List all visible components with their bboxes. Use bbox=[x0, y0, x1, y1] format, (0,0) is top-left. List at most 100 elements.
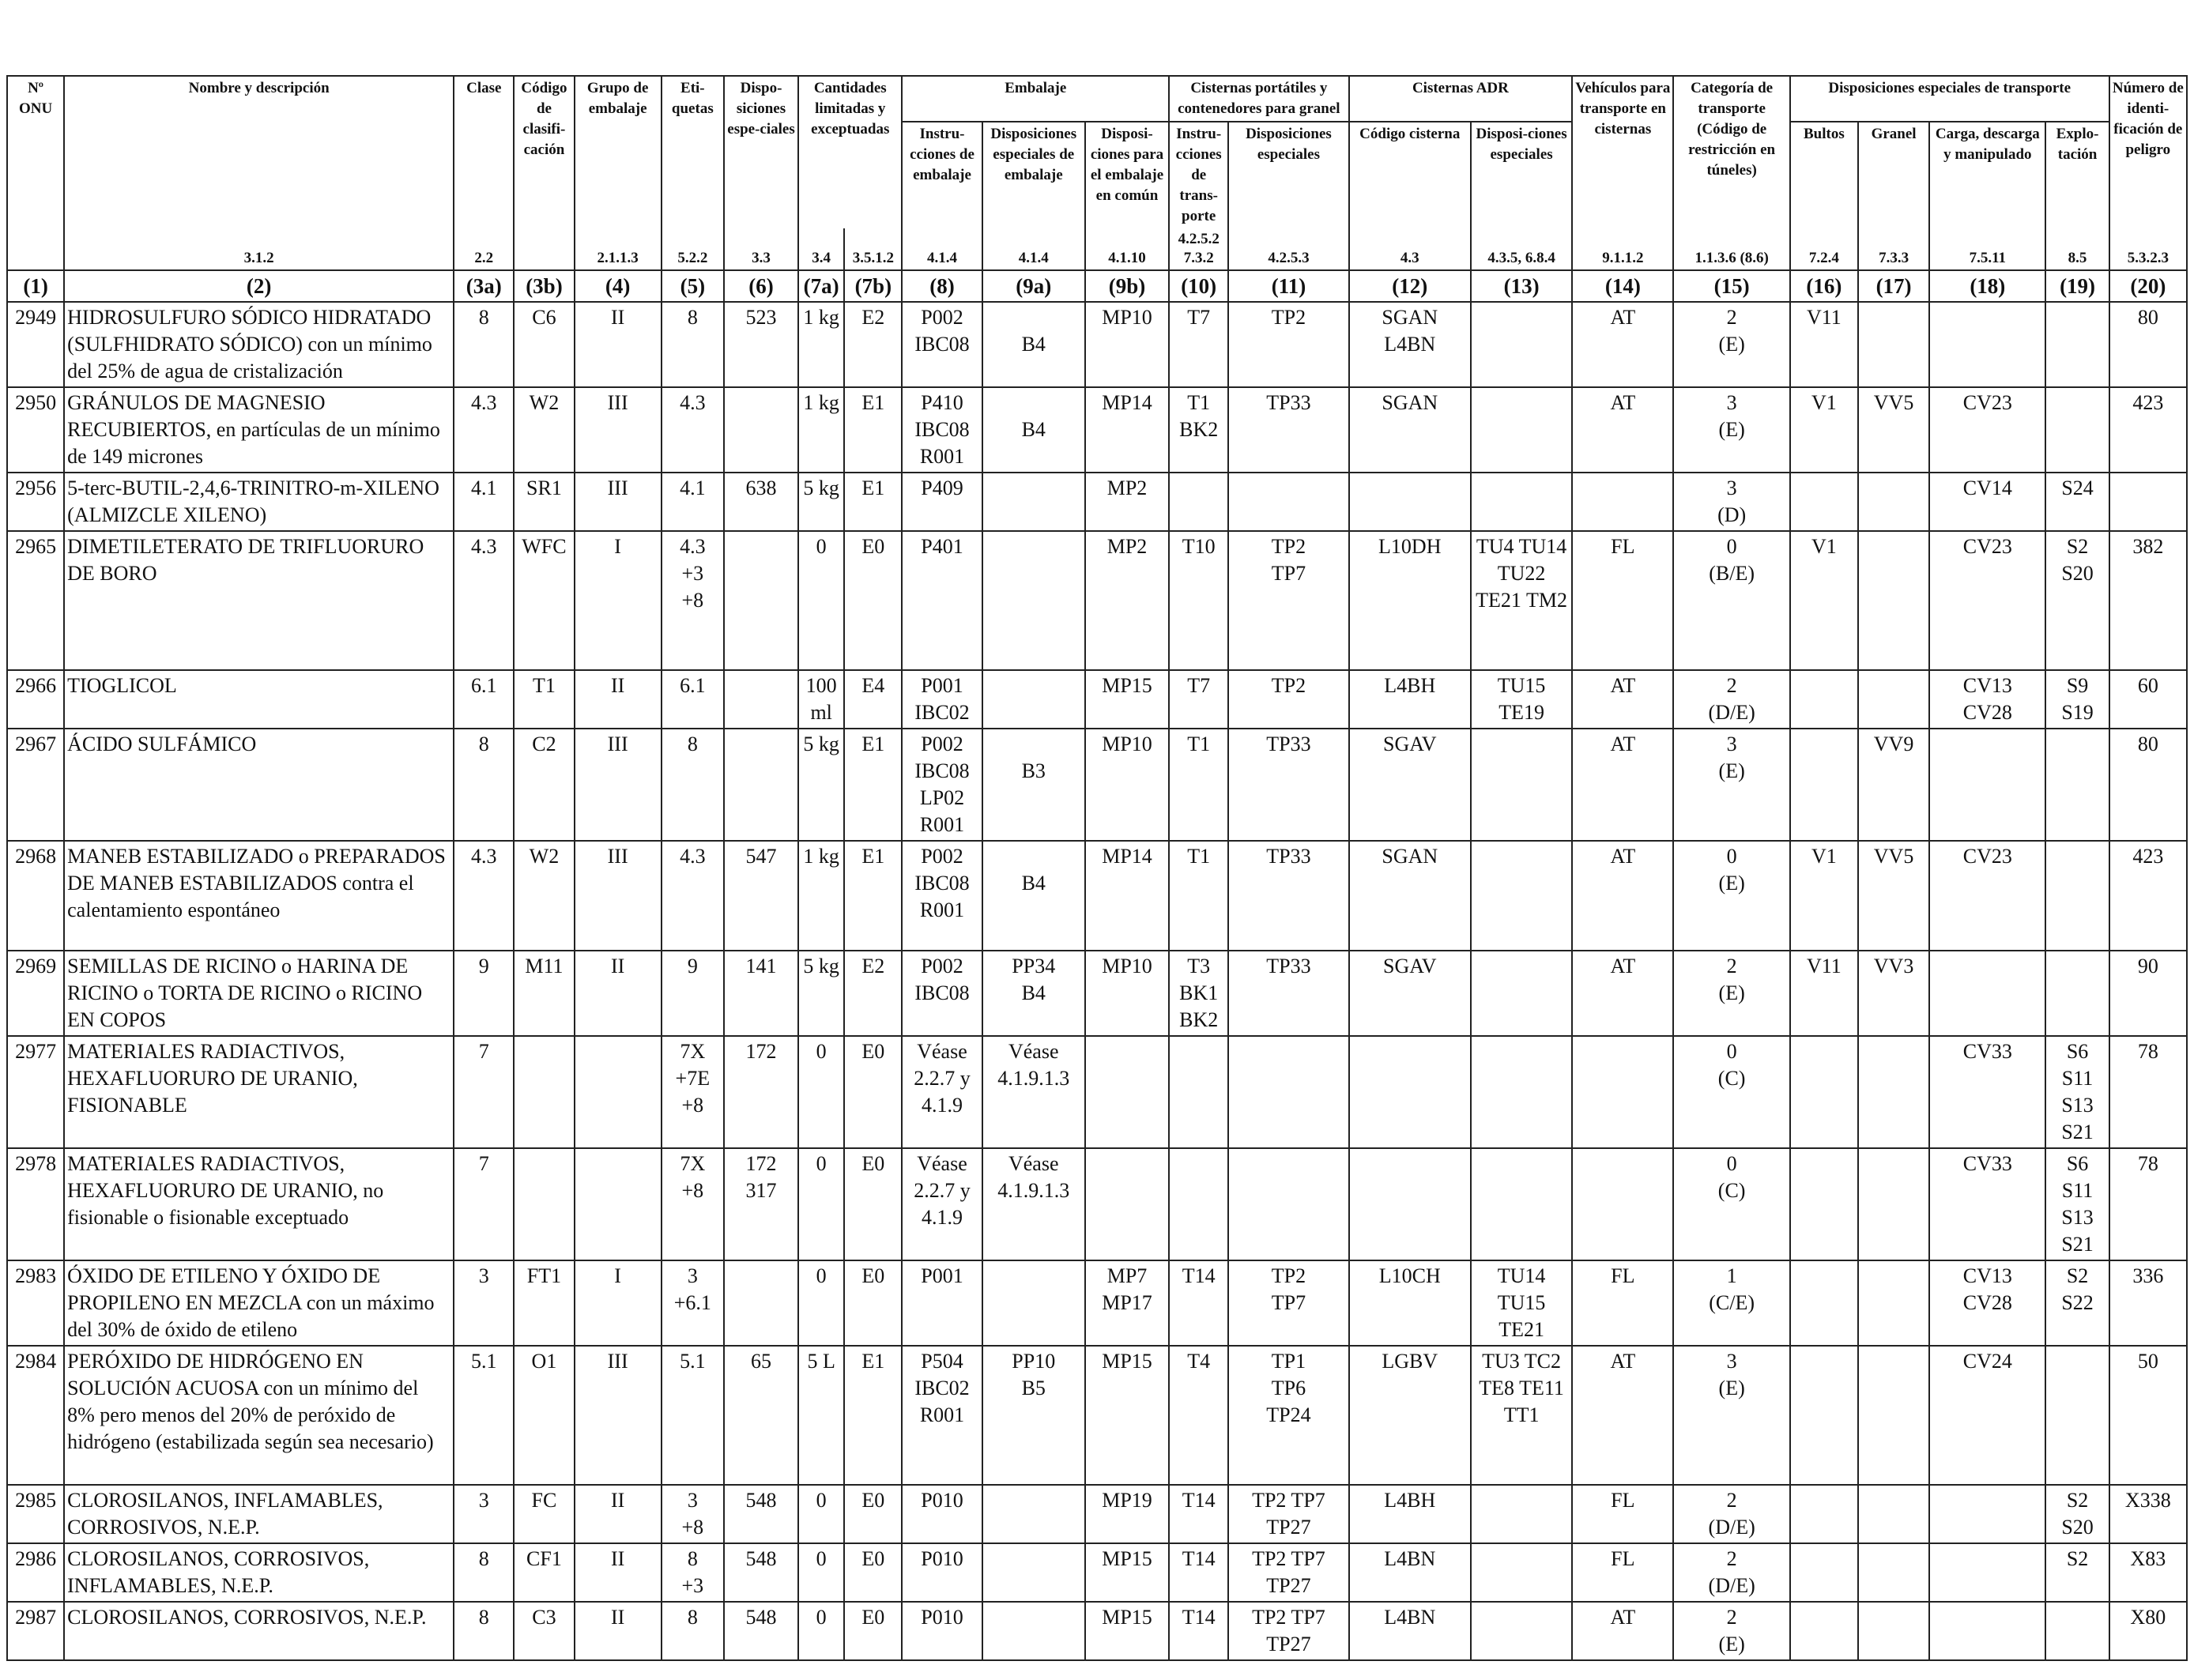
table-cell: 3 bbox=[453, 1260, 515, 1347]
col-number: (19) bbox=[2045, 269, 2110, 303]
table-cell: P010 bbox=[901, 1601, 983, 1661]
table-cell: II bbox=[573, 1484, 662, 1544]
table-cell: B3 bbox=[981, 728, 1086, 842]
col-ref: 4.1.10 bbox=[1084, 228, 1171, 271]
table-cell: V1 bbox=[1789, 386, 1859, 473]
col-head-transport-category: Categoría de transporte (Código de restr… bbox=[1672, 75, 1791, 228]
table-cell bbox=[981, 669, 1086, 729]
col-number: (15) bbox=[1672, 269, 1791, 303]
table-cell: 4.1 bbox=[660, 472, 725, 532]
col-number: (1) bbox=[6, 269, 66, 303]
table-cell: 0 (C) bbox=[1672, 1035, 1791, 1149]
table-cell bbox=[573, 1147, 662, 1261]
table-cell: TU3 TC2 TE8 TE11 TT1 bbox=[1469, 1345, 1574, 1486]
table-cell: 7X +8 bbox=[660, 1147, 725, 1261]
table-cell: AT bbox=[1571, 728, 1675, 842]
col-head-special-provisions: Dispo-siciones espe-ciales bbox=[722, 75, 800, 228]
table-cell bbox=[1928, 301, 2047, 388]
table-cell bbox=[2045, 728, 2110, 842]
table-cell: Véase 4.1.9.1.3 bbox=[981, 1035, 1086, 1149]
table-cell: LGBV bbox=[1348, 1345, 1472, 1486]
table-cell: AT bbox=[1571, 669, 1675, 729]
table-cell bbox=[1857, 1345, 1931, 1486]
col-ref: 1.1.3.6 (8.6) bbox=[1672, 228, 1791, 271]
table-cell: P010 bbox=[901, 1484, 983, 1544]
table-cell: 3 (E) bbox=[1672, 386, 1791, 473]
col-head-packing-provisions: Disposiciones especiales de embalaje bbox=[981, 121, 1086, 228]
table-cell: 0 bbox=[797, 1035, 846, 1149]
table-cell: 7 bbox=[453, 1147, 515, 1261]
table-cell: 2 (E) bbox=[1672, 1601, 1791, 1661]
col-ref bbox=[513, 228, 575, 271]
table-cell: 172 317 bbox=[722, 1147, 800, 1261]
col-number: (13) bbox=[1469, 269, 1574, 303]
table-cell bbox=[1857, 472, 1931, 532]
table-cell: 8 bbox=[453, 301, 515, 388]
table-cell: P002 IBC08 R001 bbox=[901, 840, 983, 951]
table-cell bbox=[513, 1035, 575, 1149]
table-row: 2978 MATERIALES RADIACTIVOS, HEXAFLUORURO… bbox=[6, 1147, 2188, 1261]
col-head-operation: Explo-tación bbox=[2045, 121, 2110, 228]
table-cell: II bbox=[573, 1543, 662, 1603]
table-cell: T1 BK2 bbox=[1168, 386, 1230, 473]
table-cell bbox=[1857, 1543, 1931, 1603]
un-number-cell: 2977 bbox=[6, 1035, 66, 1149]
table-cell: 8 bbox=[660, 1601, 725, 1661]
table-cell: PP34 B4 bbox=[981, 950, 1086, 1037]
table-cell: E0 bbox=[843, 1035, 903, 1149]
table-cell: S24 bbox=[2045, 472, 2110, 532]
table-cell: 8 bbox=[660, 301, 725, 388]
table-cell: L4BN bbox=[1348, 1543, 1472, 1603]
table-cell bbox=[722, 728, 800, 842]
table-cell: 8 bbox=[660, 728, 725, 842]
table-cell bbox=[981, 1260, 1086, 1347]
table-cell bbox=[1928, 728, 2047, 842]
col-number: (3b) bbox=[513, 269, 575, 303]
table-cell bbox=[1168, 1035, 1230, 1149]
table-cell bbox=[1928, 950, 2047, 1037]
table-cell bbox=[1168, 1147, 1230, 1261]
group-head-adr-tanks: Cisternas ADR bbox=[1348, 75, 1574, 122]
table-cell: CV13 CV28 bbox=[1928, 669, 2047, 729]
table-cell: C6 bbox=[513, 301, 575, 388]
table-cell: L4BH bbox=[1348, 669, 1472, 729]
table-cell: TP2 bbox=[1227, 669, 1350, 729]
table-cell: MP10 bbox=[1084, 950, 1171, 1037]
table-cell bbox=[1469, 1601, 1574, 1661]
table-cell: TP33 bbox=[1227, 728, 1350, 842]
name-cell: GRÁNULOS DE MAGNESIO RECUBIERTOS, en par… bbox=[63, 386, 455, 473]
table-cell: T14 bbox=[1168, 1601, 1230, 1661]
table-cell: T3 BK1 BK2 bbox=[1168, 950, 1230, 1037]
table-cell: SGAV bbox=[1348, 728, 1472, 842]
table-cell: P410 IBC08 R001 bbox=[901, 386, 983, 473]
table-cell: T14 bbox=[1168, 1543, 1230, 1603]
table-cell: SGAN bbox=[1348, 386, 1472, 473]
table-cell bbox=[1469, 950, 1574, 1037]
table-cell: 6.1 bbox=[453, 669, 515, 729]
col-ref: 7.3.3 bbox=[1857, 228, 1931, 271]
table-cell bbox=[1789, 669, 1859, 729]
un-number-cell: 2966 bbox=[6, 669, 66, 729]
table-cell: 172 bbox=[722, 1035, 800, 1149]
table-cell: 90 bbox=[2108, 950, 2188, 1037]
table-cell: E0 bbox=[843, 1260, 903, 1347]
table-cell: 0 (B/E) bbox=[1672, 530, 1791, 671]
table-cell: T7 bbox=[1168, 301, 1230, 388]
table-cell: V11 bbox=[1789, 301, 1859, 388]
name-cell: MATERIALES RADIACTIVOS, HEXAFLUORURO DE … bbox=[63, 1035, 455, 1149]
table-cell: 78 bbox=[2108, 1147, 2188, 1261]
table-cell: 0 bbox=[797, 1147, 846, 1261]
table-cell: E1 bbox=[843, 1345, 903, 1486]
table-cell: VV5 bbox=[1857, 386, 1931, 473]
table-cell: 7X +7E +8 bbox=[660, 1035, 725, 1149]
table-cell: 80 bbox=[2108, 301, 2188, 388]
col-ref: 8.5 bbox=[2045, 228, 2110, 271]
un-number-cell: 2965 bbox=[6, 530, 66, 671]
table-cell bbox=[1348, 1147, 1472, 1261]
table-cell bbox=[1469, 386, 1574, 473]
table-cell: P002 IBC08 bbox=[901, 301, 983, 388]
table-cell: AT bbox=[1571, 386, 1675, 473]
table-cell: 4.3 bbox=[453, 386, 515, 473]
table-cell: B4 bbox=[981, 301, 1086, 388]
table-cell: 50 bbox=[2108, 1345, 2188, 1486]
